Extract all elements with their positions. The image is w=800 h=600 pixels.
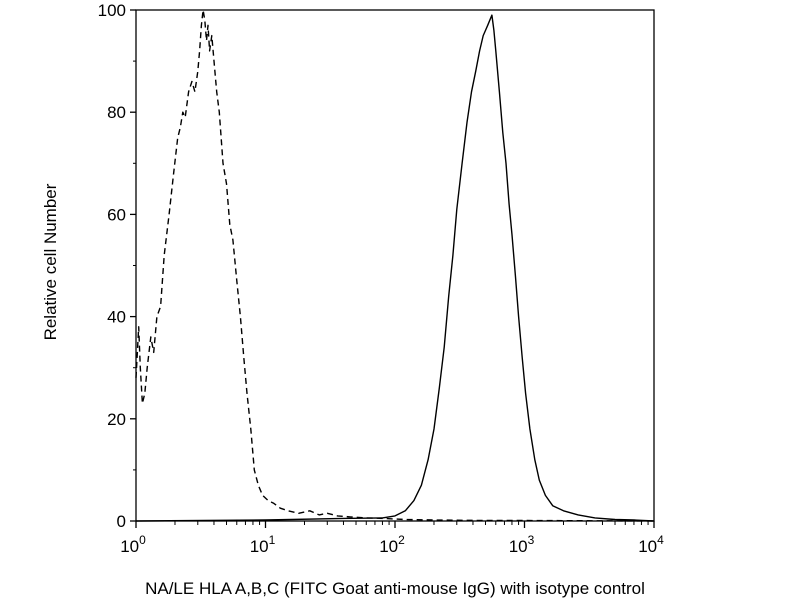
x-axis-ticks: 100 101 102 103 104	[120, 521, 664, 556]
x-tick-label: 103	[509, 533, 535, 556]
y-tick-label: 100	[98, 1, 126, 20]
x-tick-label: 101	[250, 533, 276, 556]
y-tick-label: 80	[107, 103, 126, 122]
y-tick-label: 0	[117, 512, 126, 531]
isotype-control-line	[135, 9, 655, 522]
y-axis-ticks: 0 20 40 60 80 100	[98, 1, 136, 531]
hla-abc-line	[135, 14, 655, 522]
x-tick-label: 104	[638, 533, 664, 556]
y-axis-title: Relative cell Number	[41, 183, 60, 340]
x-tick-label: 102	[379, 533, 405, 556]
y-tick-label: 20	[107, 410, 126, 429]
x-tick-label: 100	[120, 533, 146, 556]
series-layer	[135, 9, 655, 522]
y-tick-label: 60	[107, 205, 126, 224]
x-axis-title: NA/LE HLA A,B,C (FITC Goat anti-mouse Ig…	[145, 579, 645, 598]
y-tick-label: 40	[107, 308, 126, 327]
